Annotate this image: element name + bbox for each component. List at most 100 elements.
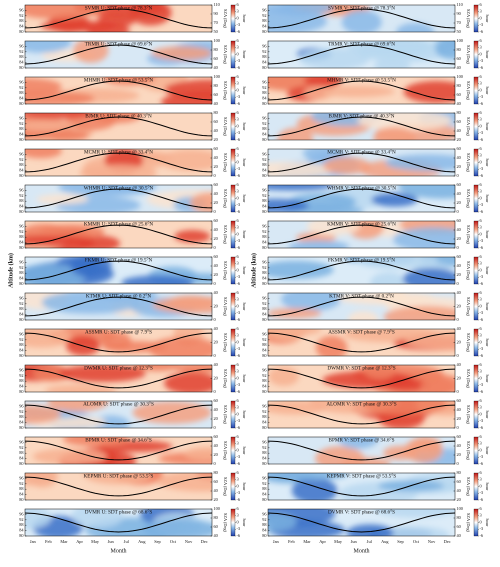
colorbar-label: hour bbox=[485, 303, 490, 311]
colorbar-tick-label: -6 bbox=[237, 245, 241, 250]
y2-tick-label: 40 bbox=[214, 227, 218, 232]
y2-tick-label: 0 bbox=[214, 173, 216, 178]
y-tick-label: 80 bbox=[262, 317, 266, 322]
colorbar-tick-label: 6 bbox=[480, 326, 483, 331]
frame bbox=[267, 184, 456, 213]
field bbox=[25, 257, 212, 284]
y2-axis-label: SZA (Deg) bbox=[223, 225, 228, 245]
y2-tick-label: 60 bbox=[457, 218, 461, 223]
y-tick-label: 80 bbox=[19, 65, 23, 70]
colorbar-tick-label: 3 bbox=[480, 441, 482, 446]
sza-curve bbox=[25, 440, 212, 461]
y2-axis-label: SZA (Deg) bbox=[466, 441, 471, 461]
frame bbox=[24, 472, 213, 501]
phase-region bbox=[268, 8, 328, 32]
y2-axis-label: SZA (Deg) bbox=[466, 117, 471, 137]
y2-tick-label: 40 bbox=[214, 407, 218, 412]
y2-axis-label: SZA (Deg) bbox=[223, 477, 228, 497]
colorbar-tick-label: 3 bbox=[237, 261, 239, 266]
phase-region bbox=[268, 329, 309, 341]
y-tick-label: 80 bbox=[19, 29, 23, 34]
colorbar-tick-label: -3 bbox=[480, 454, 484, 459]
phase-region bbox=[362, 401, 447, 416]
y2-tick-label: 0 bbox=[214, 389, 216, 394]
y2-tick-label: 40 bbox=[214, 326, 218, 331]
panel-title: WHMR U: SDT phase @ 30.5°N bbox=[84, 185, 154, 192]
y-tick-label: 92 bbox=[262, 157, 266, 162]
y2-axis-label: SZA (Deg) bbox=[223, 513, 228, 533]
colorbar bbox=[473, 40, 479, 69]
y-tick-label: 92 bbox=[262, 265, 266, 270]
phase-region bbox=[306, 221, 361, 236]
colorbar bbox=[473, 508, 479, 537]
phase-region bbox=[383, 305, 455, 320]
x-axis-label: Month bbox=[110, 548, 126, 554]
y2-tick-label: 40 bbox=[457, 362, 461, 367]
colorbar bbox=[230, 76, 236, 105]
phase-region bbox=[36, 194, 89, 205]
field bbox=[268, 149, 455, 176]
sza-curve bbox=[25, 476, 212, 497]
panel-title: KMMR V: SDT phase @ 25.6°N bbox=[327, 221, 396, 228]
y2-axis-label: SZA (Deg) bbox=[223, 297, 228, 317]
y2-tick-label: 60 bbox=[214, 254, 218, 259]
colorbar-label: hour bbox=[485, 87, 490, 95]
y-tick-label: 88 bbox=[262, 522, 266, 527]
panel-title: ASSMR U: SDT phase @ 7.9°S bbox=[85, 329, 152, 336]
colorbar-tick-label: 6 bbox=[237, 74, 240, 79]
phase-region bbox=[25, 235, 94, 246]
colorbar-tick-label: -3 bbox=[237, 346, 241, 351]
y2-tick-label: 40 bbox=[214, 263, 218, 268]
phase-region bbox=[268, 512, 297, 532]
frame bbox=[24, 148, 213, 177]
panel-title: ASSMR V: SDT phase @ 7.9°S bbox=[328, 329, 395, 336]
y2-tick-label: 40 bbox=[457, 263, 461, 268]
phase-region bbox=[268, 161, 334, 176]
colorbar-tick-label: 3 bbox=[237, 333, 239, 338]
y2-tick-label: 40 bbox=[457, 443, 461, 448]
y2-tick-label: 20 bbox=[457, 452, 461, 457]
y-tick-label: 84 bbox=[19, 204, 24, 209]
x-axis-label: Month bbox=[353, 548, 369, 554]
y2-tick-label: 60 bbox=[457, 524, 461, 529]
y-tick-label: 92 bbox=[262, 49, 266, 54]
field bbox=[25, 329, 212, 356]
y-tick-label: 92 bbox=[19, 49, 23, 54]
colorbar-tick-label: 0 bbox=[237, 159, 239, 164]
field bbox=[268, 293, 455, 320]
colorbar bbox=[230, 364, 236, 393]
y-tick-label: 92 bbox=[19, 409, 23, 414]
colorbar bbox=[473, 76, 479, 105]
colorbar-label: hour bbox=[485, 375, 490, 383]
y-tick-label: 84 bbox=[262, 312, 267, 317]
frame bbox=[267, 508, 456, 537]
y2-tick-label: 40 bbox=[214, 443, 218, 448]
sza-curve bbox=[25, 332, 212, 353]
y2-tick-label: 60 bbox=[214, 92, 218, 97]
y-tick-label: 80 bbox=[262, 101, 266, 106]
field bbox=[268, 5, 455, 32]
y-tick-label: 88 bbox=[262, 126, 266, 131]
sza-curve bbox=[268, 332, 455, 353]
frame bbox=[267, 112, 456, 141]
colorbar-tick-label: -3 bbox=[237, 382, 241, 387]
y-tick-label: 84 bbox=[19, 132, 24, 137]
y2-axis-label: SZA (Deg) bbox=[223, 369, 228, 389]
y2-tick-label: 60 bbox=[457, 146, 461, 151]
colorbar-tick-label: -6 bbox=[480, 497, 484, 502]
y-axis-label: Altitude (km) bbox=[250, 253, 257, 288]
field bbox=[25, 401, 212, 428]
colorbar-label: hour bbox=[242, 339, 247, 347]
colorbar bbox=[230, 256, 236, 285]
panel: KEPMR V: SDT phase @ 53.5°S8084889296204… bbox=[262, 470, 490, 502]
colorbar-tick-label: 0 bbox=[237, 267, 239, 272]
panel-title: DVMR V: SDT phase @ 68.6°S bbox=[328, 509, 395, 516]
colorbar-label: hour bbox=[242, 519, 247, 527]
colorbar-tick-label: -6 bbox=[480, 389, 484, 394]
blobs bbox=[268, 293, 455, 320]
y2-tick-label: 40 bbox=[457, 128, 461, 133]
